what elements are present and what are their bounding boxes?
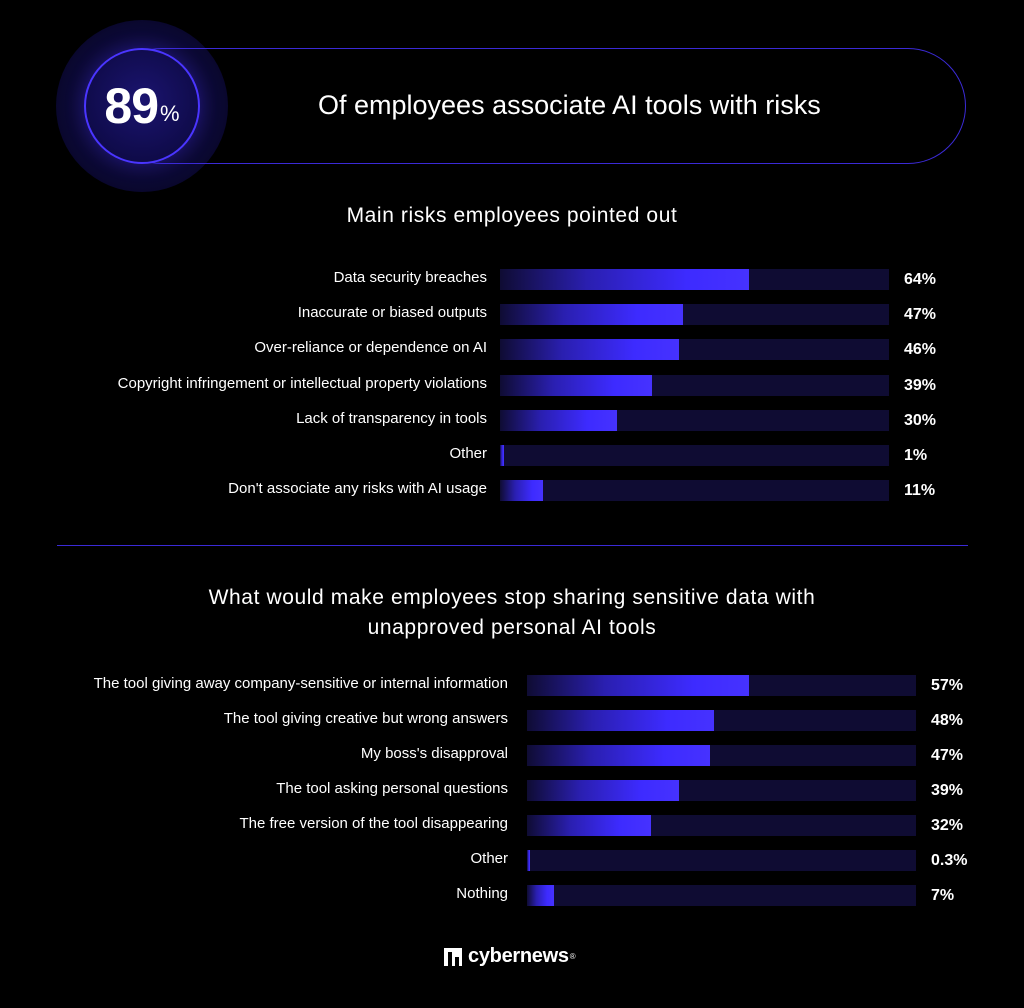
bar-label: My boss's disapproval <box>360 745 508 762</box>
bar <box>527 745 710 766</box>
bar <box>527 675 749 696</box>
bar-track <box>527 675 916 696</box>
bar-label: The tool asking personal questions <box>276 780 508 797</box>
bar-track <box>527 780 916 801</box>
bar-value-label: 47% <box>931 747 964 764</box>
bar-track <box>500 409 889 431</box>
bar-value-label: 0.3% <box>931 852 968 869</box>
bar-track <box>500 269 889 290</box>
hero-stat-circle: 89 % <box>84 48 200 164</box>
chart-2-title-line-1: What would make employees stop sharing s… <box>208 586 816 609</box>
chart-2-title-line-2: unapproved personal AI tools <box>367 616 657 639</box>
bar-value-label: 30% <box>904 411 937 429</box>
bar-label: Nothing <box>456 885 508 902</box>
bar-value-label: 32% <box>931 817 964 834</box>
bar-track <box>527 850 916 871</box>
bar-label: Lack of transparency in tools <box>296 409 487 427</box>
bar <box>527 885 555 906</box>
bar-track <box>527 815 916 836</box>
bar <box>500 269 749 290</box>
chart-2-title: What would make employees stop sharing s… <box>0 583 1024 643</box>
bar-label: Other <box>470 850 508 867</box>
bar-label: Copyright infringement or intellectual p… <box>117 374 487 392</box>
bar <box>500 304 683 326</box>
bar-track <box>527 710 916 731</box>
bar-track <box>500 304 889 326</box>
bar-track <box>500 445 889 466</box>
bar-value-label: 39% <box>931 782 964 799</box>
section-divider <box>57 545 968 546</box>
hero-text: Of employees associate AI tools with ris… <box>318 90 821 120</box>
bar <box>500 339 679 361</box>
bar <box>500 480 543 502</box>
bar-value-label: 1% <box>904 447 928 464</box>
bar <box>500 409 617 431</box>
bar <box>500 374 652 396</box>
bar <box>527 850 530 871</box>
bar <box>500 445 504 466</box>
bar-track <box>500 374 889 396</box>
bar-label: The tool giving creative but wrong answe… <box>223 710 508 727</box>
bar-label: Other <box>449 445 487 462</box>
bar-value-label: 47% <box>904 306 937 324</box>
hero-unit: % <box>160 101 180 126</box>
cybernews-logo: cybernews ® <box>444 945 576 968</box>
bar-label: Data security breaches <box>333 269 487 286</box>
bar-label: Inaccurate or biased outputs <box>297 304 487 322</box>
bar-value-label: 57% <box>931 677 964 694</box>
bar-value-label: 7% <box>931 887 955 904</box>
bar-track <box>527 885 916 906</box>
bar <box>527 815 652 836</box>
bar <box>527 780 679 801</box>
bar-value-label: 11% <box>904 482 936 500</box>
bar-value-label: 46% <box>904 341 937 359</box>
cybernews-logo-icon <box>444 947 462 966</box>
bar-value-label: 64% <box>904 271 937 288</box>
bar-label: Over-reliance or dependence on AI <box>254 339 487 357</box>
bar <box>527 710 714 731</box>
hero-number: 89 <box>104 78 159 134</box>
chart-1-title: Main risks employees pointed out <box>346 204 678 227</box>
bar-track <box>500 339 889 361</box>
bar-track <box>500 480 889 502</box>
bar-track <box>527 745 916 766</box>
registered-mark: ® <box>569 952 576 961</box>
bar-label: The tool giving away company-sensitive o… <box>93 675 508 692</box>
bar-value-label: 48% <box>931 712 964 729</box>
cybernews-brand: cybernews <box>468 945 569 967</box>
bar-label: Don't associate any risks with AI usage <box>228 480 487 498</box>
bar-label: The free version of the tool disappearin… <box>239 815 509 832</box>
bar-value-label: 39% <box>904 376 937 394</box>
